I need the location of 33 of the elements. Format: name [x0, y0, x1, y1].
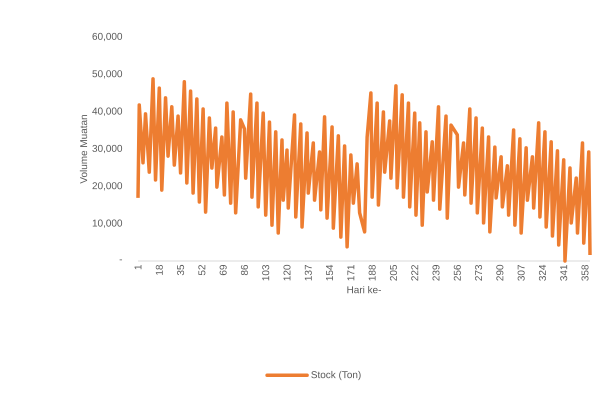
y-axis-title: Volume Muatan [80, 115, 88, 184]
x-tick-label: 52 [198, 265, 206, 276]
x-tick-label: 324 [538, 264, 546, 281]
x-tick-label: 35 [177, 264, 184, 276]
x-tick-label: 290 [496, 264, 504, 281]
x-tick-label: 86 [240, 264, 248, 276]
x-tick-label: 222 [411, 265, 418, 281]
x-tick-label: 137 [304, 265, 312, 280]
y-tick-label: 60,000 [92, 32, 122, 42]
x-tick-label: 171 [347, 265, 354, 280]
y-tick-label: 40,000 [92, 108, 122, 116]
x-tick-label: 256 [454, 264, 461, 281]
y-tick-label: 20,000 [92, 182, 122, 190]
x-tick-label: 18 [156, 264, 163, 275]
x-tick-label: 188 [368, 264, 376, 280]
x-tick-label: 154 [326, 264, 334, 280]
x-tick-label: 307 [518, 265, 525, 281]
x-tick-label: 120 [283, 264, 291, 280]
y-tick-label: - [120, 259, 122, 260]
line-series [136, 77, 592, 263]
x-tick-label: 239 [432, 264, 440, 281]
x-tick-label: 341 [560, 265, 568, 281]
y-tick-label: 50,000 [92, 70, 122, 78]
x-tick-label: 273 [475, 264, 482, 281]
x-tick-label: 1 [134, 264, 142, 270]
x-axis-title: Hari ke- [347, 286, 381, 294]
x-tick-label: 69 [220, 264, 227, 276]
y-tick-label: 10,000 [92, 220, 122, 228]
x-tick-label: 358 [581, 264, 589, 281]
x-tick-label: 103 [262, 264, 270, 280]
y-tick-label: 30,000 [92, 144, 122, 154]
legend-label: Stock (Ton) [311, 370, 361, 380]
x-tick-label: 205 [390, 264, 397, 281]
